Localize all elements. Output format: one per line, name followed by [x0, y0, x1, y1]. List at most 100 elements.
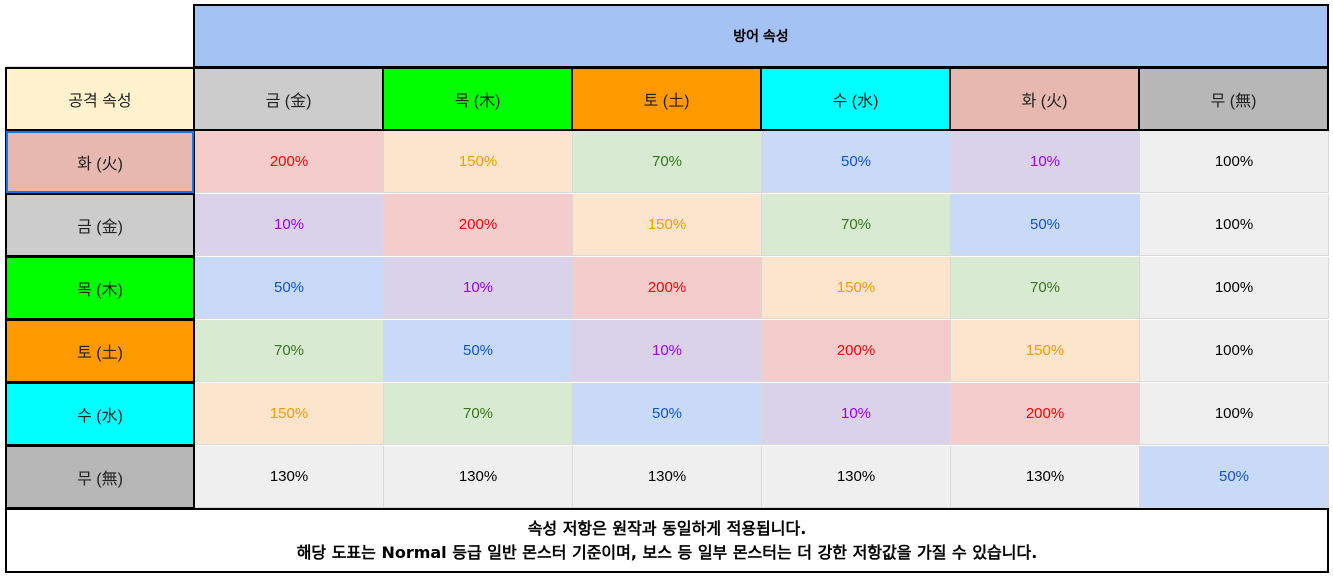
value-cell[interactable]: 10% — [384, 257, 573, 319]
footer-note[interactable]: 속성 저항은 원작과 동일하게 적용됩니다. 해당 도표는 Normal 등급 … — [5, 508, 1329, 573]
value-cell[interactable]: 200% — [195, 131, 384, 193]
value-text: 10% — [273, 216, 305, 233]
value-cell[interactable]: 100% — [1140, 320, 1329, 382]
value-text: 100% — [1214, 279, 1254, 296]
value-cell[interactable]: 10% — [573, 320, 762, 382]
column-header-label: 목 (木) — [454, 93, 501, 110]
value-cell[interactable]: 50% — [573, 383, 762, 445]
row-header-label: 금 (金) — [77, 219, 123, 236]
column-header-label: 수 (水) — [832, 93, 879, 110]
value-text: 130% — [836, 468, 876, 485]
attack-header-label: 공격 속성 — [68, 93, 132, 110]
value-text: 130% — [647, 468, 687, 485]
value-text: 10% — [1029, 153, 1061, 170]
value-cell[interactable]: 150% — [573, 194, 762, 256]
corner-cell[interactable] — [5, 4, 195, 67]
value-text: 50% — [273, 279, 305, 296]
column-header-0[interactable]: 금 (金) — [193, 67, 384, 131]
column-header-2[interactable]: 토 (土) — [571, 67, 762, 131]
value-cell[interactable]: 130% — [762, 446, 951, 508]
column-header-label: 토 (土) — [643, 93, 690, 110]
value-text: 100% — [1214, 405, 1254, 422]
row-header-5[interactable]: 무 (無) — [5, 445, 195, 509]
value-cell[interactable]: 100% — [1140, 194, 1329, 256]
value-cell[interactable]: 130% — [951, 446, 1140, 508]
column-header-label: 화 (火) — [1021, 93, 1068, 110]
column-header-1[interactable]: 목 (木) — [382, 67, 573, 131]
value-cell[interactable]: 200% — [384, 194, 573, 256]
value-cell[interactable]: 130% — [195, 446, 384, 508]
value-text: 50% — [840, 153, 872, 170]
row-header-4[interactable]: 수 (水) — [5, 382, 195, 446]
row-header-0[interactable]: 화 (火) — [5, 130, 195, 194]
column-header-label: 금 (金) — [265, 93, 312, 110]
defense-header-label: 방어 속성 — [733, 28, 789, 44]
row-header-label: 수 (水) — [77, 408, 123, 425]
value-text: 50% — [651, 405, 683, 422]
value-cell[interactable]: 100% — [1140, 383, 1329, 445]
column-header-4[interactable]: 화 (火) — [949, 67, 1140, 131]
attack-header[interactable]: 공격 속성 — [5, 67, 195, 131]
value-text: 70% — [840, 216, 872, 233]
value-cell[interactable]: 70% — [762, 194, 951, 256]
row-header-label: 무 (無) — [77, 471, 123, 488]
value-cell[interactable]: 100% — [1140, 257, 1329, 319]
value-text: 200% — [269, 153, 309, 170]
value-cell[interactable]: 50% — [762, 131, 951, 193]
value-cell[interactable]: 10% — [195, 194, 384, 256]
value-text: 150% — [269, 405, 309, 422]
value-text: 10% — [462, 279, 494, 296]
row-header-label: 화 (火) — [77, 156, 123, 173]
value-text: 100% — [1214, 153, 1254, 170]
value-cell[interactable]: 150% — [384, 131, 573, 193]
value-cell[interactable]: 150% — [951, 320, 1140, 382]
row-header-label: 토 (土) — [77, 345, 123, 362]
column-header-5[interactable]: 무 (無) — [1138, 67, 1329, 131]
value-cell[interactable]: 100% — [1140, 131, 1329, 193]
row-header-3[interactable]: 토 (土) — [5, 319, 195, 383]
value-text: 50% — [462, 342, 494, 359]
value-text: 150% — [1025, 342, 1065, 359]
value-text: 200% — [647, 279, 687, 296]
value-cell[interactable]: 50% — [195, 257, 384, 319]
value-text: 50% — [1029, 216, 1061, 233]
row-header-2[interactable]: 목 (木) — [5, 256, 195, 320]
footer-line-2: 해당 도표는 Normal 등급 일반 몬스터 기준이며, 보스 등 일부 몬스… — [296, 542, 1038, 562]
value-cell[interactable]: 50% — [951, 194, 1140, 256]
value-cell[interactable]: 70% — [384, 383, 573, 445]
value-cell[interactable]: 50% — [384, 320, 573, 382]
defense-header[interactable]: 방어 속성 — [193, 4, 1329, 68]
value-cell[interactable]: 150% — [762, 257, 951, 319]
value-cell[interactable]: 10% — [762, 383, 951, 445]
value-text: 150% — [647, 216, 687, 233]
value-text: 70% — [651, 153, 683, 170]
value-cell[interactable]: 70% — [573, 131, 762, 193]
value-text: 100% — [1214, 342, 1254, 359]
value-text: 10% — [651, 342, 683, 359]
row-header-label: 목 (木) — [77, 282, 123, 299]
value-text: 200% — [458, 216, 498, 233]
value-cell[interactable]: 70% — [951, 257, 1140, 319]
value-cell[interactable]: 130% — [384, 446, 573, 508]
value-text: 130% — [458, 468, 498, 485]
value-cell[interactable]: 200% — [573, 257, 762, 319]
column-header-3[interactable]: 수 (水) — [760, 67, 951, 131]
row-header-1[interactable]: 금 (金) — [5, 193, 195, 257]
value-text: 150% — [836, 279, 876, 296]
value-text: 200% — [836, 342, 876, 359]
value-cell[interactable]: 70% — [195, 320, 384, 382]
value-text: 70% — [273, 342, 305, 359]
value-cell[interactable]: 200% — [951, 383, 1140, 445]
value-text: 200% — [1025, 405, 1065, 422]
value-cell[interactable]: 200% — [762, 320, 951, 382]
value-text: 50% — [1218, 468, 1250, 485]
value-text: 150% — [458, 153, 498, 170]
value-cell[interactable]: 50% — [1140, 446, 1329, 508]
value-cell[interactable]: 150% — [195, 383, 384, 445]
value-cell[interactable]: 10% — [951, 131, 1140, 193]
value-text: 100% — [1214, 216, 1254, 233]
column-header-label: 무 (無) — [1210, 93, 1257, 110]
value-cell[interactable]: 130% — [573, 446, 762, 508]
value-text: 130% — [269, 468, 309, 485]
